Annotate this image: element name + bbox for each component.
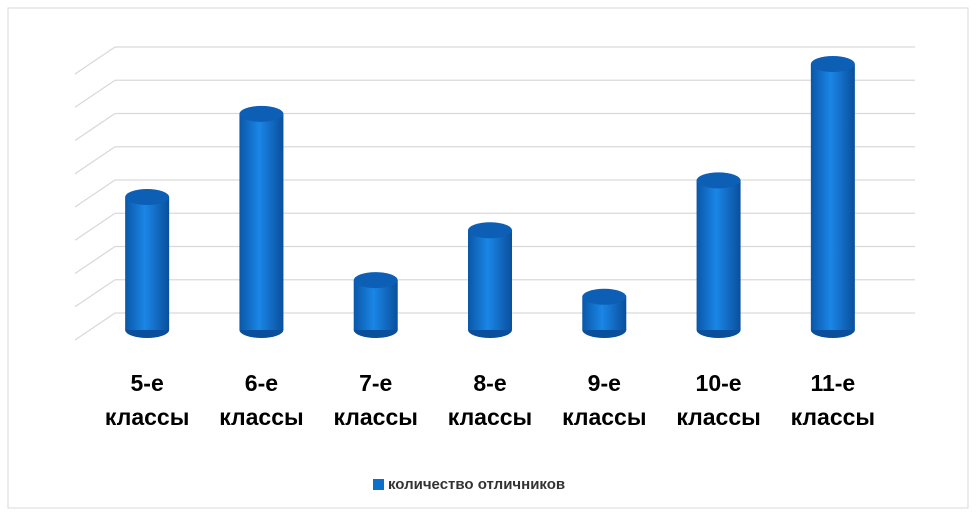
x-tick-label: 9-е классы	[562, 370, 647, 430]
legend-label: количество отличников	[388, 476, 566, 493]
grid-line-depth	[74, 146, 116, 175]
x-tick-label: 5-е классы	[104, 370, 190, 430]
x-tick-label: 10-е классы	[676, 370, 761, 430]
x-tick-label: 7-е классы	[333, 370, 418, 430]
bar-top	[468, 222, 512, 239]
grid-line-depth	[74, 245, 116, 275]
chart-border	[7, 7, 969, 509]
grid-line-depth	[74, 112, 116, 142]
bar	[810, 64, 855, 330]
x-tick-label: 11-е классы	[790, 370, 876, 430]
bar-top	[239, 105, 284, 122]
bar-top	[582, 288, 627, 305]
bar	[125, 197, 170, 330]
bar-top	[353, 272, 398, 289]
bar-top	[696, 172, 741, 189]
x-tick-label: 8-е классы	[447, 370, 533, 430]
bar	[696, 180, 741, 330]
x-tick-label: 6-е классы	[219, 370, 304, 430]
grid-line-depth	[74, 279, 116, 308]
grid-line-depth	[74, 179, 116, 208]
grid-line-depth	[74, 212, 116, 241]
grid-line-depth	[74, 312, 116, 341]
grid-line-depth	[74, 79, 116, 108]
bar	[468, 230, 512, 330]
bar	[239, 113, 284, 330]
grid-line-depth	[74, 46, 116, 75]
bar-top	[810, 56, 855, 72]
bar-top	[125, 189, 170, 205]
legend-swatch	[373, 479, 384, 490]
bar	[353, 280, 398, 330]
